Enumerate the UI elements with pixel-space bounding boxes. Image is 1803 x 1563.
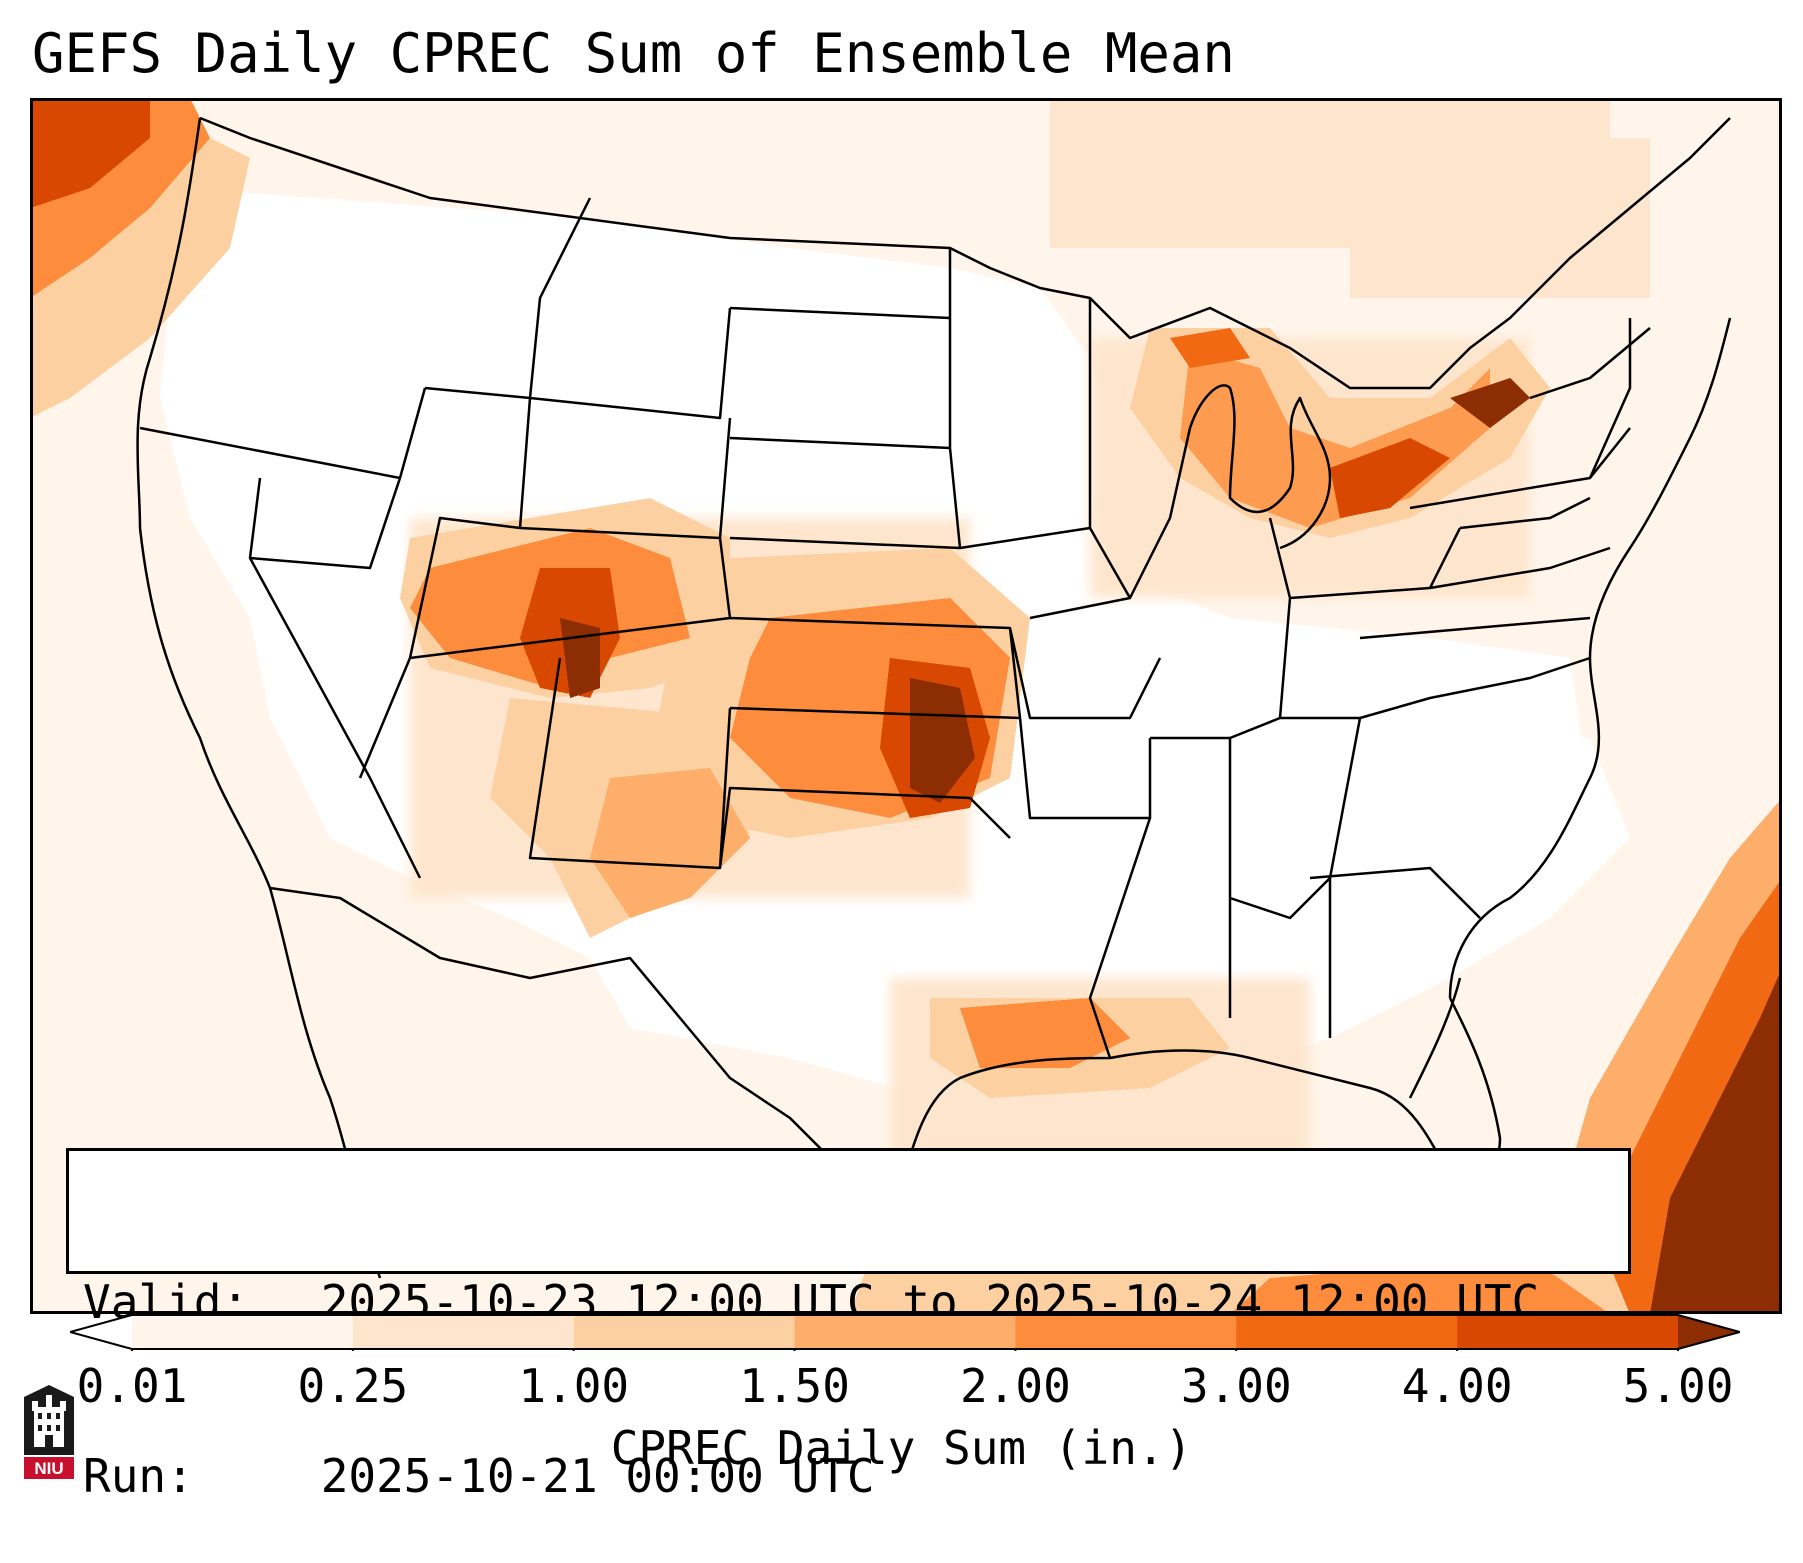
max-ontario <box>1450 378 1530 428</box>
colorbar-segment <box>573 1315 796 1349</box>
colorbar-segment <box>352 1315 575 1349</box>
gulf-coast <box>888 997 1502 1229</box>
pacific-nw-core <box>30 98 150 208</box>
florida <box>1408 977 1462 1099</box>
niu-logo: NIU <box>24 1385 74 1479</box>
colorbar-segment <box>794 1315 1016 1349</box>
state-lines <box>139 197 1651 1059</box>
pacific-coast <box>136 117 272 889</box>
colorbar-max-arrow <box>1678 1315 1740 1349</box>
pacific-nw-light <box>30 138 250 418</box>
colorbar <box>70 1314 1740 1351</box>
strong-gulf <box>960 998 1130 1068</box>
atlantic-dark <box>1650 968 1782 1314</box>
michigan <box>1188 384 1332 550</box>
colorbar-tick-label: 1.00 <box>518 1359 630 1413</box>
logo-banner <box>24 1457 74 1479</box>
dry-nw-band <box>190 208 590 458</box>
colorbar-min-arrow <box>70 1315 132 1349</box>
max-superior <box>1170 328 1250 368</box>
colorbar-tick-label: 1.50 <box>739 1359 850 1413</box>
colorbar-tick-label: 0.01 <box>76 1359 188 1413</box>
colorbar-segment <box>132 1315 354 1349</box>
precip-map <box>30 98 1782 1314</box>
colorbar-segment <box>1236 1315 1458 1349</box>
canada-border <box>199 116 1731 390</box>
run-row: Run: 2025-10-21 00:00 UTC <box>83 1447 1628 1505</box>
light-canada-east <box>1350 138 1650 298</box>
colorbar-segment <box>1457 1315 1679 1349</box>
colorbar-tick-label: 3.00 <box>1180 1359 1292 1413</box>
colorbar-tick-label: 5.00 <box>1622 1359 1734 1413</box>
core-ok <box>910 678 975 803</box>
max-erie <box>1330 438 1450 518</box>
run-label: Run: <box>83 1449 194 1503</box>
logo-text: NIU <box>34 1459 63 1478</box>
map-frame <box>30 98 1782 1314</box>
run-value: 2025-10-21 00:00 UTC <box>320 1449 875 1503</box>
strong-nm-tx <box>590 768 750 918</box>
colorbar-tick-label: 2.00 <box>960 1359 1071 1413</box>
colorbar-tick-label: 4.00 <box>1401 1359 1513 1413</box>
dry-southeast <box>1050 718 1630 1048</box>
colorbar-label: CPREC Daily Sum (in.) <box>610 1421 1193 1475</box>
colorbar-segment <box>1015 1315 1237 1349</box>
precip-field <box>30 98 1782 1314</box>
chart-title: GEFS Daily CPREC Sum of Ensemble Mean <box>32 22 1235 85</box>
colorbar-tick-label: 0.25 <box>297 1359 409 1413</box>
valid-run-box: Valid: 2025-10-23 12:00 UTC to 2025-10-2… <box>66 1148 1631 1503</box>
